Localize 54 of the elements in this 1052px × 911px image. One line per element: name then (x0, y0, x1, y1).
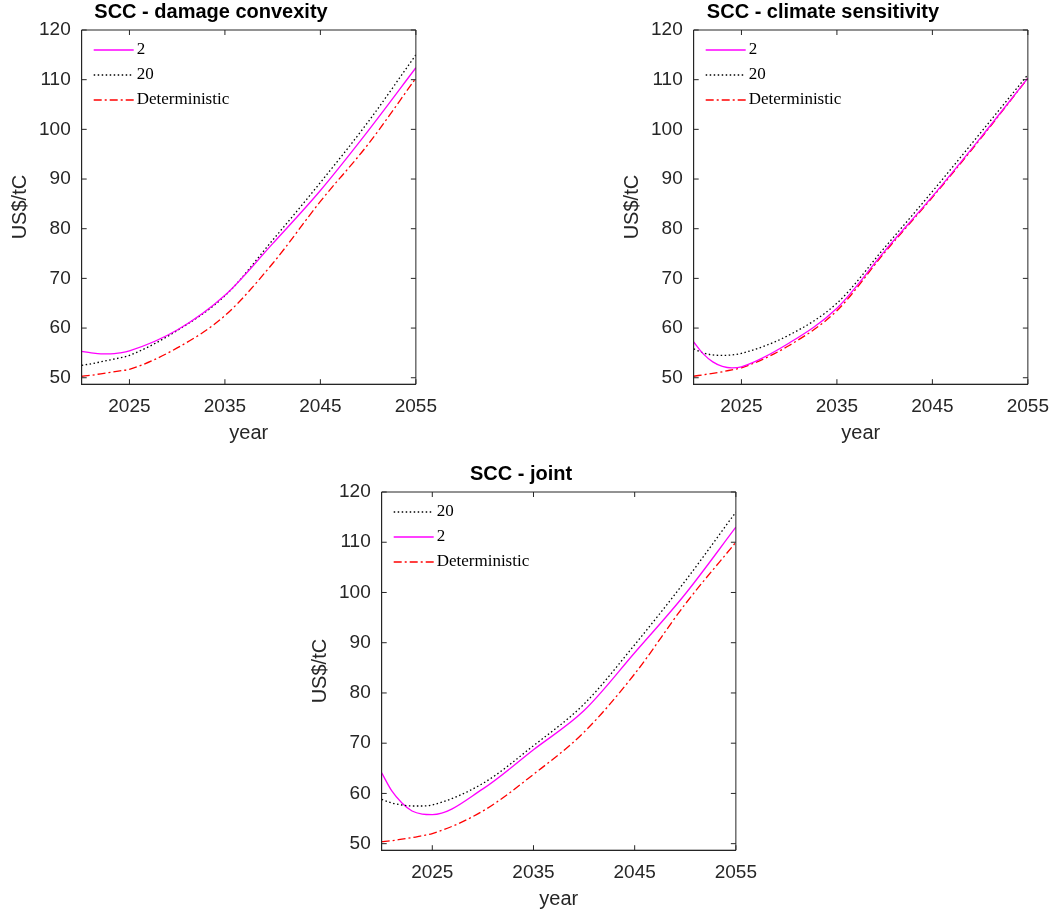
y-tick-label: 70 (661, 266, 683, 288)
legend-label: 20 (748, 64, 766, 84)
y-axis-title: US$/tC (7, 174, 30, 240)
y-axis-title: US$/tC (307, 638, 330, 704)
legend-label: 2 (136, 39, 146, 59)
y-tick-label: 90 (349, 630, 371, 652)
y-tick-label: 80 (349, 681, 371, 703)
x-tick-label: 2045 (299, 394, 342, 416)
chart-title: SCC - damage convexity (94, 0, 329, 22)
y-tick-label: 50 (49, 365, 71, 387)
x-tick-label: 2055 (1006, 394, 1050, 416)
legend-label: Deterministic (748, 89, 842, 109)
legend-label: 2 (436, 526, 446, 546)
y-tick-label: 60 (661, 316, 683, 338)
legend-label: 20 (136, 64, 154, 84)
y-tick-label: 120 (651, 18, 683, 40)
y-tick-label: 110 (652, 67, 683, 89)
legend-label: 20 (436, 501, 454, 521)
x-tick-label: 2045 (911, 394, 954, 416)
y-tick-label: 80 (49, 216, 71, 238)
y-tick-label: 120 (339, 480, 371, 502)
chart-title: SCC - joint (469, 461, 573, 484)
x-tick-label: 2035 (203, 394, 247, 416)
y-tick-label: 120 (39, 18, 71, 40)
y-tick-label: 50 (661, 365, 683, 387)
y-tick-label: 90 (661, 167, 683, 189)
y-tick-label: 80 (661, 216, 683, 238)
x-tick-label: 2025 (108, 394, 151, 416)
legend-label: Deterministic (136, 89, 230, 109)
chart-title: SCC - climate sensitivity (706, 0, 941, 22)
x-tick-label: 2025 (411, 860, 454, 882)
y-tick-label: 70 (349, 731, 371, 753)
x-axis-title: year (539, 886, 579, 909)
y-tick-label: 100 (339, 580, 371, 602)
x-tick-label: 2055 (714, 860, 758, 882)
x-tick-label: 2035 (512, 860, 555, 882)
y-tick-label: 70 (49, 266, 71, 288)
x-axis-title: year (841, 420, 881, 443)
legend-label: 2 (748, 39, 758, 59)
y-tick-label: 110 (40, 67, 71, 89)
y-tick-label: 100 (651, 117, 683, 139)
x-tick-label: 2035 (815, 394, 859, 416)
legend-label: Deterministic (436, 551, 530, 571)
x-tick-label: 2025 (720, 394, 763, 416)
x-axis-title: year (229, 420, 269, 443)
y-tick-label: 60 (349, 781, 371, 803)
y-tick-label: 100 (39, 117, 71, 139)
y-tick-label: 110 (340, 530, 371, 552)
x-tick-label: 2045 (613, 860, 656, 882)
y-tick-label: 50 (349, 831, 371, 853)
y-tick-label: 90 (49, 167, 71, 189)
y-axis-title: US$/tC (619, 174, 642, 240)
x-tick-label: 2055 (394, 394, 438, 416)
y-tick-label: 60 (49, 316, 71, 338)
